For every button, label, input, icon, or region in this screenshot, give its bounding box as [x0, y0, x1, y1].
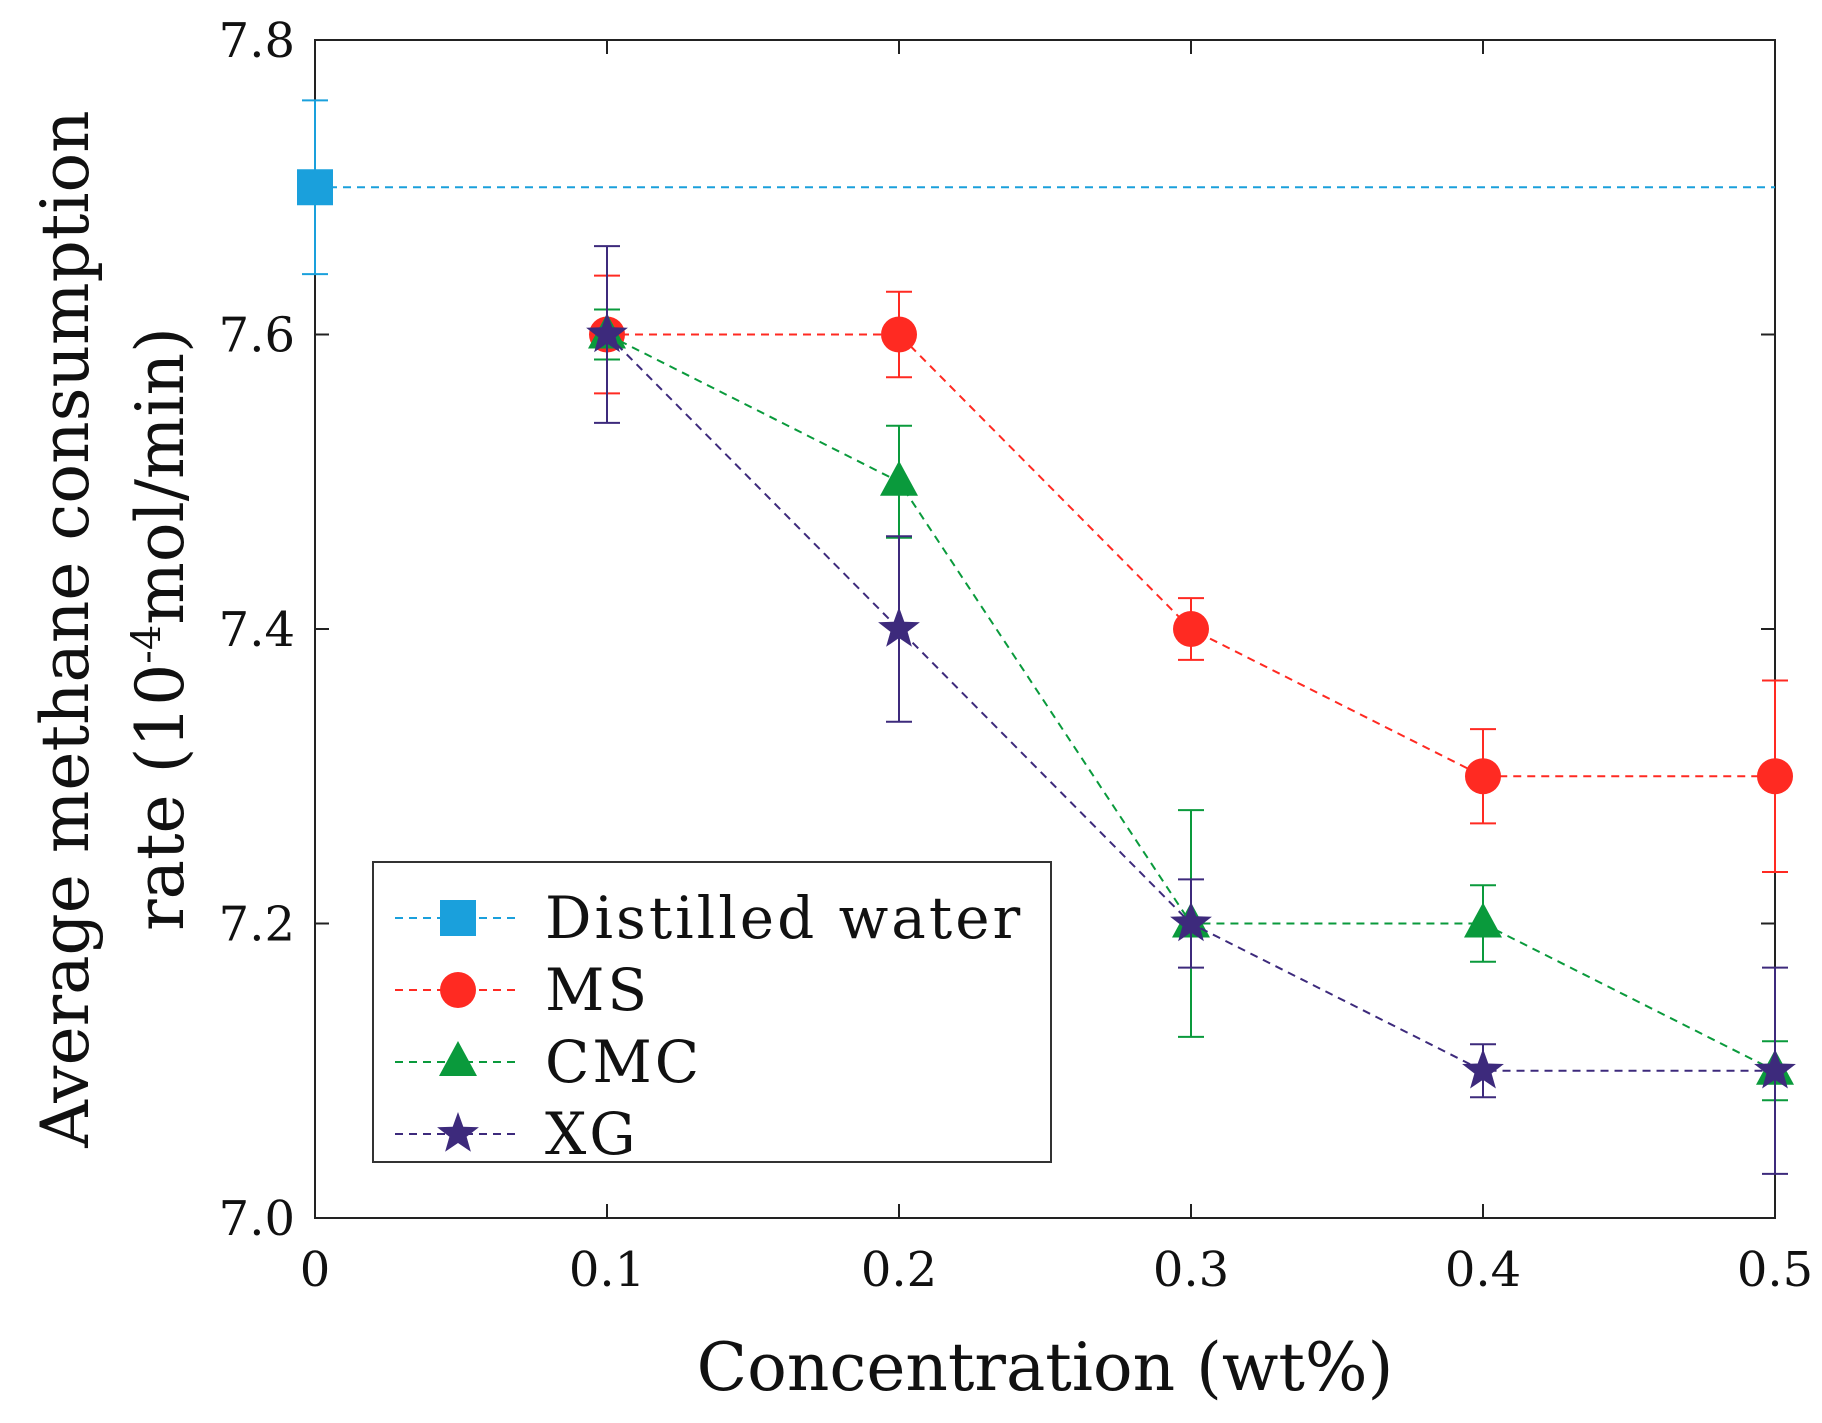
legend-marker [440, 900, 476, 936]
data-point [1754, 1048, 1796, 1089]
y-tick-label: 7.2 [219, 897, 295, 953]
data-point [880, 460, 918, 496]
legend-label: MS [545, 956, 650, 1024]
y-axis-title-line1: Average methane consumption [27, 110, 104, 1148]
y-tick-label: 7.4 [219, 602, 295, 658]
series-line [607, 333, 1775, 778]
x-tick-label: 0 [300, 1242, 331, 1298]
legend-marker [437, 1112, 479, 1152]
series-xg [586, 245, 1796, 1175]
legend-box [372, 861, 1052, 1163]
y-axis-title-line2: rate (10-4mol/min) [122, 327, 199, 931]
data-point [1173, 611, 1209, 647]
data-point [1465, 758, 1501, 795]
ylabel-superscript: -4 [124, 625, 170, 664]
legend-label: CMC [545, 1028, 702, 1096]
x-tick-label: 0.2 [861, 1242, 937, 1298]
data-point [1464, 902, 1502, 938]
series-ms [589, 274, 1793, 873]
legend-label: Distilled water [545, 884, 1023, 952]
y-tick-label: 7.6 [219, 308, 295, 364]
x-tick-label: 0.3 [1153, 1242, 1229, 1298]
ylabel-prefix: rate (10 [122, 664, 199, 931]
data-point [586, 312, 628, 353]
ylabel-suffix: mol/min) [122, 327, 199, 625]
axis-ticks [314, 39, 1776, 1219]
data-point [881, 316, 917, 353]
data-point [297, 169, 333, 206]
legend-marker [439, 1041, 477, 1076]
data-point [878, 607, 920, 647]
x-tick-label: 0.5 [1737, 1242, 1813, 1298]
data-point [1462, 1048, 1504, 1089]
legend-label: XG [545, 1100, 639, 1168]
series-layer [297, 99, 1796, 1175]
data-point [1170, 901, 1212, 942]
x-axis-title: Concentration (wt%) [697, 1329, 1394, 1406]
legend-item: Distilled water [395, 884, 1023, 952]
y-tick-label: 7.8 [219, 13, 295, 69]
x-tick-label: 0.4 [1445, 1242, 1521, 1298]
legend-marker [440, 972, 476, 1008]
legend-item: MS [395, 956, 650, 1024]
x-tick-label: 0.1 [569, 1242, 645, 1298]
legend-item: CMC [395, 1028, 702, 1096]
y-tick-label: 7.0 [219, 1191, 295, 1247]
legend-item: XG [395, 1100, 639, 1168]
series-distilled-water [297, 99, 1775, 276]
tick-labels: 0 0.1 0.2 0.3 0.4 0.5 7.0 7.2 7.4 7.6 7.8 [219, 13, 1814, 1298]
data-point [1757, 758, 1793, 795]
